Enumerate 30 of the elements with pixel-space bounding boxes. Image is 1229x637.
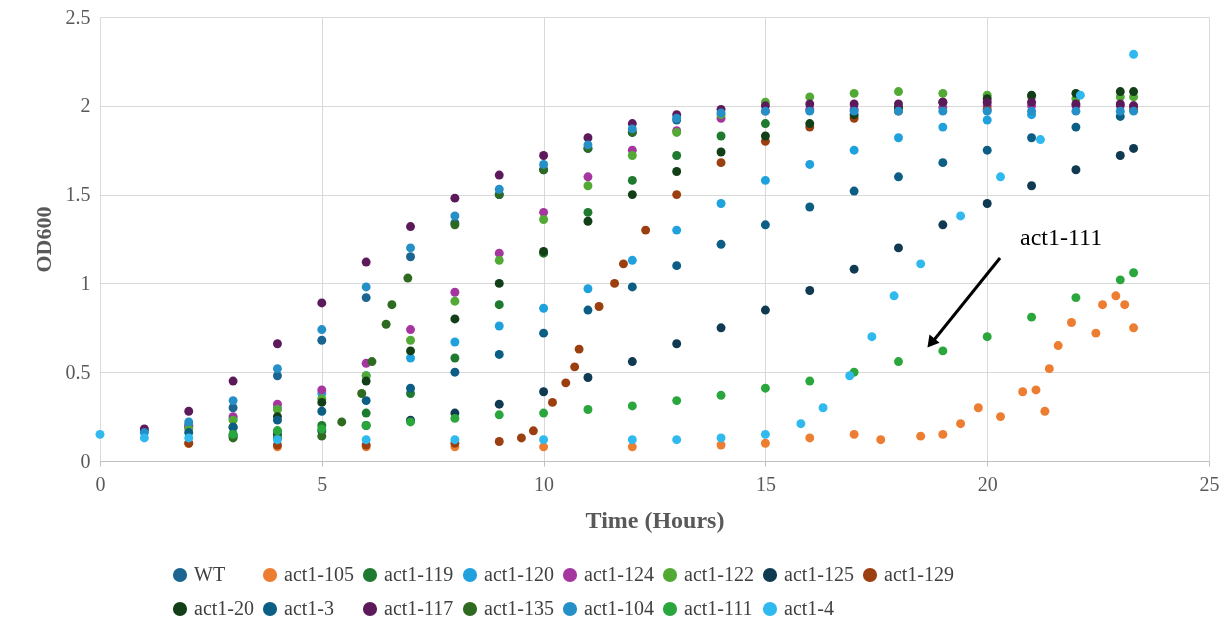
y-tick-label: 1 (80, 271, 91, 294)
x-tick-label: 25 (1199, 472, 1220, 495)
x-tick-label: 15 (755, 472, 776, 495)
y-tick-label: 2 (80, 94, 91, 117)
legend-label: act1-135 (484, 597, 554, 619)
legend-label: act1-104 (584, 597, 654, 619)
legend-label: act1-3 (284, 597, 334, 619)
legend-label: act1-20 (194, 597, 254, 619)
legend-label: WT (194, 563, 226, 585)
y-tick-label: 2.5 (65, 5, 91, 28)
legend-label: act1-117 (384, 597, 454, 619)
y-axis-title: OD600 (30, 206, 56, 273)
x-tick-label: 5 (317, 472, 328, 495)
legend-label: act1-4 (784, 597, 834, 619)
x-tick-label: 20 (977, 472, 998, 495)
legend-label: act1-105 (284, 563, 354, 585)
legend-label: act1-122 (684, 563, 754, 585)
y-tick-label: 0.5 (65, 360, 91, 383)
legend-label: act1-129 (884, 563, 954, 585)
legend-label: act1-119 (384, 563, 454, 585)
legend-label: act1-120 (484, 563, 554, 585)
annotation: act1-111 (1020, 224, 1103, 250)
x-tick-label: 0 (95, 472, 106, 495)
legend-label: act1-125 (784, 563, 854, 585)
x-tick-label: 10 (534, 472, 555, 495)
y-tick-label: 1.5 (65, 183, 91, 206)
legend-label: act1-124 (584, 563, 654, 585)
legend-label: act1-111 (684, 597, 753, 619)
y-tick-label: 0 (80, 449, 91, 472)
x-axis-title: Time (Hours) (585, 506, 725, 533)
